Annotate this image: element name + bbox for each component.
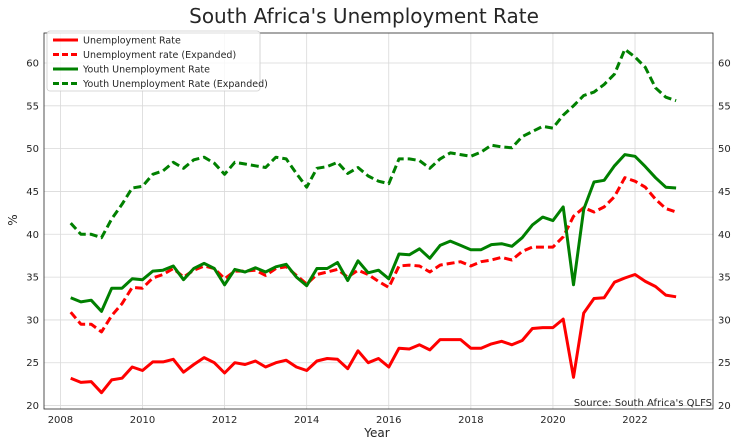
y-tick-label-left: 30: [26, 315, 39, 326]
y-axis-title: %: [6, 214, 20, 225]
legend-entry: Unemployment Rate: [83, 36, 181, 47]
x-tick-label: 2012: [212, 415, 237, 426]
legend-entry: Unemployment rate (Expanded): [83, 50, 236, 61]
y-tick-label-right: 50: [718, 144, 731, 155]
y-tick-label-right: 45: [718, 187, 731, 198]
series-layer: [69, 47, 677, 395]
y-tick-label-left: 25: [26, 358, 39, 369]
y-tick-label-right: 30: [718, 315, 731, 326]
x-tick-label: 2010: [130, 415, 155, 426]
legend-entry: Youth Unemployment Rate (Expanded): [82, 79, 268, 90]
legend-box: [46, 30, 261, 92]
y-tick-label-left: 45: [26, 187, 39, 198]
y-tick-label-right: 55: [718, 101, 731, 112]
plot-frame: [43, 32, 714, 410]
y-tick-label-left: 40: [26, 230, 39, 241]
y-tick-label-right: 20: [718, 401, 731, 412]
source-annotation: Source: South Africa's QLFS: [574, 398, 712, 409]
legend-entry: Youth Unemployment Rate: [82, 65, 210, 76]
x-tick-label: 2016: [376, 415, 401, 426]
x-tick-label: 2018: [458, 415, 483, 426]
x-tick-label: 2008: [48, 415, 73, 426]
series-line-3: [70, 153, 677, 313]
grid: [44, 33, 713, 409]
x-axis-title: Year: [363, 426, 389, 440]
y-tick-label-left: 55: [26, 101, 39, 112]
series-line-4: [69, 47, 677, 240]
x-tick-label: 2022: [622, 415, 647, 426]
y-tick-label-right: 40: [718, 230, 731, 241]
y-tick-label-left: 35: [26, 273, 39, 284]
y-tick-label-right: 35: [718, 273, 731, 284]
y-tick-label-left: 60: [26, 58, 39, 69]
chart-title: South Africa's Unemployment Rate: [189, 4, 539, 28]
x-tick-label: 2014: [294, 415, 319, 426]
series-line-1: [70, 273, 677, 395]
y-tick-label-right: 60: [718, 58, 731, 69]
y-tick-label-right: 25: [718, 358, 731, 369]
series-line-2: [69, 176, 677, 334]
legend: Unemployment Rate Unemployment rate (Expa…: [46, 30, 268, 92]
x-tick-label: 2020: [540, 415, 565, 426]
y-tick-label-left: 50: [26, 144, 39, 155]
y-tick-label-left: 20: [26, 401, 39, 412]
